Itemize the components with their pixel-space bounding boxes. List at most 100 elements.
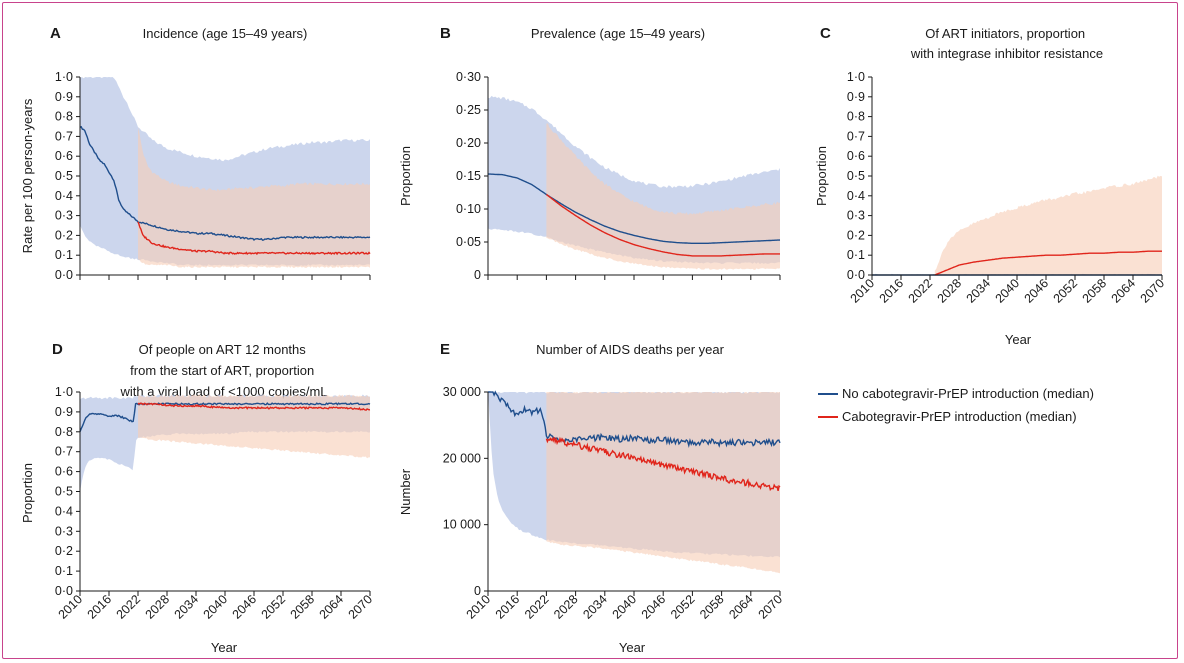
ytick-label-a: 0·9 [55, 90, 73, 104]
ytick-label-b: 0 [474, 268, 481, 282]
ytick-label-b: 0·25 [456, 103, 481, 117]
panel-a-title: Incidence (age 15–49 years) [143, 26, 308, 41]
ytick-label-d: 0·3 [55, 524, 73, 538]
ytick-label-a: 1·0 [55, 70, 73, 84]
plots-layer: 0·0 0·1 0·2 0·3 0·4 0·5 0·6 0·7 0·8 0·9 1·0 0 0·05 0·… [55, 70, 1167, 622]
ytick-label-c: 0·4 [847, 189, 865, 203]
xtick-label-e: 2016 [493, 592, 523, 622]
ytick-label-c: 0·8 [847, 110, 865, 124]
ytick-label-d: 0·7 [55, 445, 73, 459]
panel-a: A Incidence (age 15–49 years) Rate per 1… [20, 25, 307, 253]
ytick-label-c: 0·7 [847, 129, 865, 143]
panel-d-title-line1: Of people on ART 12 months [139, 342, 307, 357]
median-line-a-cab [137, 221, 371, 256]
xtick-label-c: 2058 [1080, 276, 1110, 306]
xtick-label-c: 2070 [1138, 276, 1168, 306]
ytick-label-e: 10 000 [443, 518, 481, 532]
xtick-label-c: 2028 [935, 276, 965, 306]
ytick-label-b: 0·15 [456, 169, 481, 183]
ytick-label-d: 0·1 [55, 564, 73, 578]
xtick-label-d: 2046 [230, 592, 260, 622]
panel-b-letter: B [440, 25, 451, 42]
xtick-label-d: 2016 [85, 592, 115, 622]
median-line-a-no-cab [79, 125, 371, 241]
plot-a: 0·0 0·1 0·2 0·3 0·4 0·5 0·6 0·7 0·8 0·9 1·0 [55, 70, 371, 282]
ytick-label-d: 0·5 [55, 485, 73, 499]
xtick-label-c: 2034 [964, 276, 994, 306]
panel-d-title: Of people on ART 12 months from the star… [119, 342, 327, 399]
xtick-label-e: 2052 [668, 592, 698, 622]
panel-c: C Of ART initiators, proportion with int… [814, 25, 1103, 347]
panel-d-ylabel: Proportion [20, 463, 35, 523]
ytick-label-d: 1·0 [55, 385, 73, 399]
ytick-label-a: 0·6 [55, 149, 73, 163]
median-line-b-cab [545, 193, 780, 257]
panel-a-letter: A [50, 25, 61, 42]
ytick-label-d: 0·8 [55, 425, 73, 439]
ytick-label-b: 0·10 [456, 202, 481, 216]
ytick-label-c: 0·1 [847, 248, 865, 262]
median-line-b-no-cab [487, 173, 781, 245]
xtick-label-c: 2046 [1022, 276, 1052, 306]
xtick-label-e: 2022 [522, 592, 552, 622]
panel-e-letter: E [440, 341, 450, 358]
panel-d-xlabel: Year [211, 640, 238, 655]
ytick-label-d: 0·0 [55, 584, 73, 598]
panel-c-title-line1: Of ART initiators, proportion [925, 26, 1085, 41]
ytick-label-c: 0·6 [847, 149, 865, 163]
xtick-label-e: 2064 [726, 592, 756, 622]
ytick-label-a: 0·2 [55, 228, 73, 242]
panel-b: B Prevalence (age 15–49 years) Proportio… [398, 25, 705, 206]
xtick-label-d: 2022 [114, 592, 144, 622]
legend: No cabotegravir-PrEP introduction (media… [818, 386, 1094, 424]
ytick-label-d: 0·6 [55, 465, 73, 479]
ytick-label-a: 0·4 [55, 189, 73, 203]
ytick-label-d: 0·2 [55, 544, 73, 558]
panel-e-xlabel: Year [619, 640, 646, 655]
ytick-label-b: 0·20 [456, 136, 481, 150]
panel-a-ylabel: Rate per 100 person-years [20, 98, 35, 253]
xtick-label-d: 2052 [259, 592, 289, 622]
ytick-label-b: 0·05 [456, 235, 481, 249]
ytick-label-a: 0·8 [55, 110, 73, 124]
panel-c-letter: C [820, 25, 831, 42]
panel-b-title: Prevalence (age 15–49 years) [531, 26, 705, 41]
xtick-label-d: 2058 [288, 592, 318, 622]
legend-label-no-cab: No cabotegravir-PrEP introduction (media… [842, 386, 1094, 401]
xtick-label-c: 2022 [906, 276, 936, 306]
xtick-label-e: 2010 [464, 592, 494, 622]
ytick-label-c: 0·3 [847, 209, 865, 223]
xtick-label-e: 2046 [639, 592, 669, 622]
xtick-label-e: 2034 [580, 592, 610, 622]
xtick-label-e: 2070 [756, 592, 786, 622]
median-line-e-no-cab [488, 390, 781, 448]
ytick-label-a: 0·5 [55, 169, 73, 183]
panel-e-title: Number of AIDS deaths per year [536, 342, 725, 357]
panel-c-ylabel: Proportion [814, 146, 829, 206]
ytick-label-c: 0·5 [847, 169, 865, 183]
xtick-label-c: 2040 [993, 276, 1023, 306]
band-d-cab [138, 394, 370, 459]
ytick-label-d: 0·4 [55, 504, 73, 518]
panel-c-title-line2: with integrase inhibitor resistance [910, 46, 1103, 61]
median-line-d-no-cab [79, 402, 371, 432]
median-line-c-cab [934, 250, 1162, 276]
median-line-d-cab [137, 402, 371, 411]
panel-e: E Number of AIDS deaths per year Number … [398, 341, 725, 655]
xtick-label-d: 2070 [346, 592, 376, 622]
xtick-label-c: 2052 [1051, 276, 1081, 306]
ytick-label-d: 0·9 [55, 405, 73, 419]
ytick-label-c: 0·0 [847, 268, 865, 282]
ytick-label-a: 0·0 [55, 268, 73, 282]
xtick-label-e: 2058 [697, 592, 727, 622]
band-c-cab [934, 175, 1162, 275]
xtick-label-e: 2040 [610, 592, 640, 622]
ytick-label-a: 0·7 [55, 129, 73, 143]
xtick-label-d: 2064 [317, 592, 347, 622]
panel-c-xlabel: Year [1005, 332, 1032, 347]
panel-e-ylabel: Number [398, 468, 413, 515]
ytick-label-c: 0·9 [847, 90, 865, 104]
